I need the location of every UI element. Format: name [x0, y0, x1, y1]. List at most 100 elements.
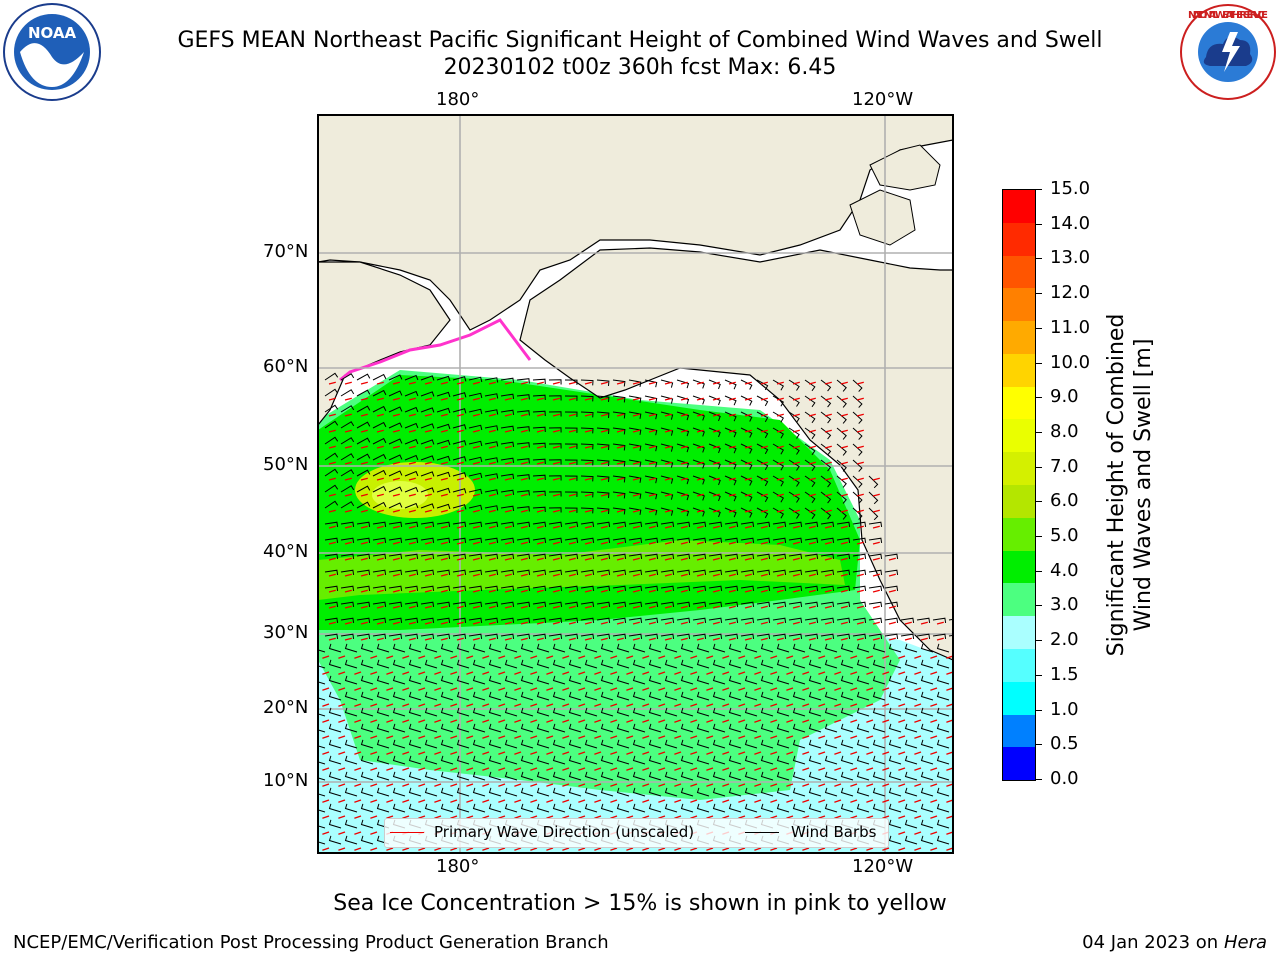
wind-barb	[852, 395, 863, 408]
wave-direction-arrow	[754, 767, 762, 771]
wave-direction-arrow	[600, 397, 608, 401]
wind-barb	[392, 755, 406, 765]
wave-direction-arrow	[386, 783, 394, 787]
wind-barb	[548, 633, 563, 639]
land-north-america	[519, 140, 953, 661]
wind-barb	[596, 379, 610, 386]
wave-direction-arrow	[792, 525, 800, 529]
wave-direction-arrow	[680, 509, 688, 513]
wind-barb	[548, 443, 562, 449]
wave-direction-arrow	[792, 477, 800, 481]
wind-barb	[340, 469, 355, 477]
wave-direction-arrow	[824, 397, 832, 401]
wave-direction-arrow	[360, 573, 368, 577]
wind-barb	[680, 707, 694, 717]
wind-barb	[628, 553, 643, 559]
wave-direction-arrow	[850, 687, 858, 691]
wind-barb	[728, 707, 742, 717]
wind-barb	[404, 406, 419, 413]
wave-direction-arrow	[658, 687, 666, 691]
wind-barb	[632, 723, 646, 733]
wave-direction-arrow	[674, 703, 682, 707]
wave-direction-arrow	[424, 413, 432, 417]
wind-barb	[388, 438, 403, 445]
wind-barb	[472, 803, 486, 813]
wave-direction-arrow	[882, 783, 890, 787]
wave-direction-arrow	[392, 621, 400, 625]
wave-direction-arrow	[834, 703, 842, 707]
wind-barb	[948, 634, 953, 637]
wind-barb	[612, 569, 627, 575]
wind-barb	[440, 707, 454, 717]
wave-direction-arrow	[744, 461, 752, 465]
wind-barb	[856, 739, 870, 749]
wind-barb	[392, 771, 406, 781]
wave-direction-arrow	[600, 429, 608, 433]
wind-barb	[628, 633, 643, 639]
wind-barb	[552, 739, 566, 749]
wind-barb	[536, 691, 550, 701]
wind-barb	[500, 441, 515, 447]
wave-direction-arrow	[712, 413, 720, 417]
wind-barb	[648, 643, 662, 653]
wind-barb	[836, 633, 851, 639]
wind-barb	[340, 537, 355, 543]
wind-barb	[504, 771, 518, 781]
wind-barb	[596, 507, 610, 514]
wind-barb	[468, 504, 483, 511]
wind-barb	[436, 471, 451, 478]
wave-direction-arrow	[808, 605, 816, 609]
wind-barb	[788, 617, 803, 623]
wind-barb	[420, 537, 435, 543]
wave-direction-arrow	[946, 719, 953, 723]
noaa-logo: NOAA	[2, 2, 102, 102]
wind-barb	[904, 739, 918, 749]
wave-direction-arrow	[856, 637, 864, 641]
wind-barb	[328, 819, 342, 829]
colorbar-tick-label: 11.0	[1050, 316, 1091, 338]
wave-direction-arrow	[914, 703, 922, 707]
wind-barb	[708, 601, 723, 607]
colorbar-tick	[1036, 709, 1042, 711]
wind-barb	[792, 771, 806, 781]
wave-direction-arrow	[600, 589, 608, 593]
wind-barb	[484, 569, 499, 575]
wind-barb	[868, 569, 883, 575]
wind-barb	[424, 643, 438, 653]
wave-direction-arrow	[530, 751, 538, 755]
wave-direction-arrow	[328, 541, 336, 545]
wave-direction-arrow	[626, 703, 634, 707]
wind-barb	[756, 585, 771, 591]
wind-barb	[824, 739, 838, 749]
wave-direction-arrow	[408, 621, 416, 625]
wave-direction-arrow	[786, 735, 794, 739]
wave-direction-arrow	[850, 783, 858, 787]
wave-direction-arrow	[546, 671, 554, 675]
wave-direction-arrow	[360, 621, 368, 625]
wave-direction-arrow	[568, 461, 576, 465]
wave-direction-arrow	[680, 445, 688, 449]
wave-direction-arrow	[568, 541, 576, 545]
wind-barb	[376, 739, 390, 749]
wind-barb	[904, 819, 918, 829]
wave-direction-arrow	[434, 735, 442, 739]
wave-direction-arrow	[328, 445, 336, 449]
wind-barb	[772, 427, 784, 439]
wave-direction-arrow	[946, 655, 953, 659]
wind-barb	[868, 553, 883, 559]
wind-barb	[392, 803, 406, 813]
wave-direction-arrow	[632, 477, 640, 481]
wave-direction-arrow	[552, 621, 560, 625]
wind-barb	[564, 379, 578, 385]
wind-barb	[740, 459, 753, 470]
wind-barb	[744, 739, 758, 749]
wind-barb	[340, 521, 355, 527]
wave-direction-arrow	[322, 655, 330, 659]
wave-direction-arrow	[376, 605, 384, 609]
wind-barb	[580, 379, 594, 386]
wave-direction-arrow	[482, 703, 490, 707]
wind-barb	[888, 723, 902, 733]
wind-barb	[568, 675, 582, 685]
wind-barb	[712, 643, 726, 653]
wind-barb	[852, 585, 867, 591]
